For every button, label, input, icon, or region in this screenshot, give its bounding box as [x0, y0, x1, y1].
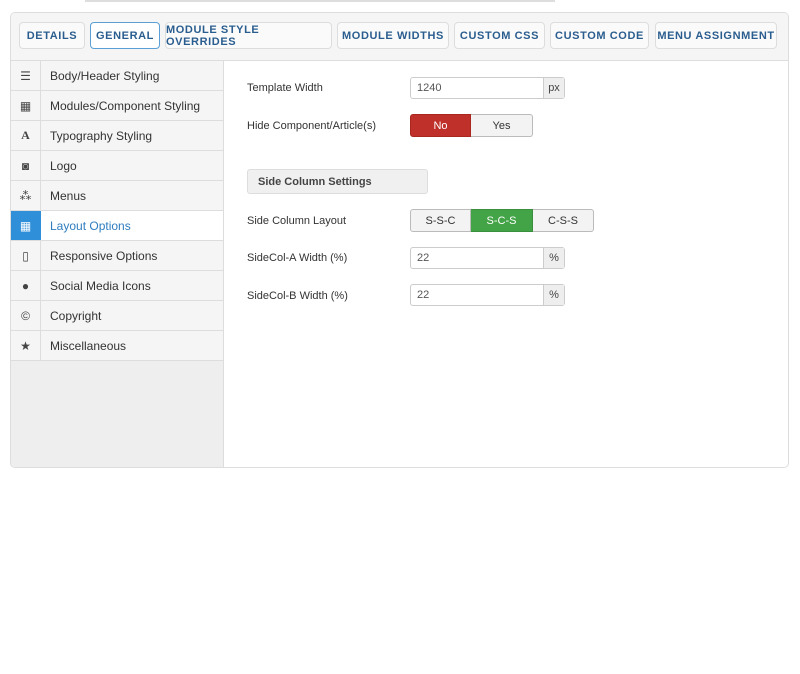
tab-module-style-overrides[interactable]: MODULE STYLE OVERRIDES: [165, 22, 332, 49]
grid-icon: ▦: [11, 91, 41, 120]
sidebar-item-social[interactable]: ● Social Media Icons: [11, 271, 223, 301]
sidebar: ☰ Body/Header Styling ▦ Modules/Component …: [11, 61, 224, 467]
sidebar-item-logo[interactable]: ◙ Logo: [11, 151, 223, 181]
section-header: Side Column Settings: [247, 169, 428, 194]
template-width-input[interactable]: 1240 px: [410, 77, 565, 99]
sidebar-item-misc[interactable]: ★ Miscellaneous: [11, 331, 223, 361]
bars-icon: ☰: [11, 61, 41, 90]
no-button[interactable]: No: [410, 114, 471, 137]
tab-custom-code[interactable]: CUSTOM CODE: [550, 22, 649, 49]
tab-custom-css[interactable]: CUSTOM CSS: [454, 22, 545, 49]
yes-button[interactable]: Yes: [471, 114, 533, 137]
hide-component-toggle: No Yes: [410, 114, 533, 137]
sidecol-b-label: SideCol-B Width (%): [247, 290, 348, 302]
layout-icon: ▦: [11, 211, 41, 240]
sidecol-b-input[interactable]: 22%: [410, 284, 565, 306]
sidecol-a-input[interactable]: 22%: [410, 247, 565, 269]
tablet-icon: ▯: [11, 241, 41, 270]
tab-menu-assignment[interactable]: MENU ASSIGNMENT: [655, 22, 777, 49]
sidebar-item-modules[interactable]: ▦ Modules/Component Styling: [11, 91, 223, 121]
side-column-layout-group: S-S-C S-C-S C-S-S: [410, 209, 594, 232]
tab-general[interactable]: GENERAL: [90, 22, 160, 49]
sidebar-item-menus[interactable]: ⁂ Menus: [11, 181, 223, 211]
sidebar-item-typography[interactable]: A Typography Styling: [11, 121, 223, 151]
tab-details[interactable]: DETAILS: [19, 22, 85, 49]
sidebar-item-body-header[interactable]: ☰ Body/Header Styling: [11, 61, 223, 91]
template-width-label: Template Width: [247, 82, 323, 94]
sidecol-a-label: SideCol-A Width (%): [247, 252, 348, 264]
star-icon: ★: [11, 331, 41, 360]
tab-bar: DETAILS GENERAL MODULE STYLE OVERRIDES M…: [11, 13, 788, 61]
top-divider: [85, 0, 555, 2]
sidebar-item-layout-options[interactable]: ▦ Layout Options: [11, 211, 223, 241]
users-icon: ●: [11, 271, 41, 300]
camera-icon: ◙: [11, 151, 41, 180]
css-button[interactable]: C-S-S: [533, 209, 594, 232]
font-icon: A: [11, 121, 41, 150]
sidebar-item-copyright[interactable]: © Copyright: [11, 301, 223, 331]
settings-panel: DETAILS GENERAL MODULE STYLE OVERRIDES M…: [10, 12, 789, 468]
content-area: Template Width 1240 px Hide Component/Art…: [247, 61, 788, 467]
copyright-icon: ©: [11, 301, 41, 330]
side-column-layout-label: Side Column Layout: [247, 215, 347, 227]
hide-component-label: Hide Component/Article(s): [247, 120, 376, 132]
cubes-icon: ⁂: [11, 181, 41, 210]
tab-module-widths[interactable]: MODULE WIDTHS: [337, 22, 449, 49]
scs-button[interactable]: S-C-S: [471, 209, 533, 232]
sidebar-item-responsive[interactable]: ▯ Responsive Options: [11, 241, 223, 271]
ssc-button[interactable]: S-S-C: [410, 209, 471, 232]
